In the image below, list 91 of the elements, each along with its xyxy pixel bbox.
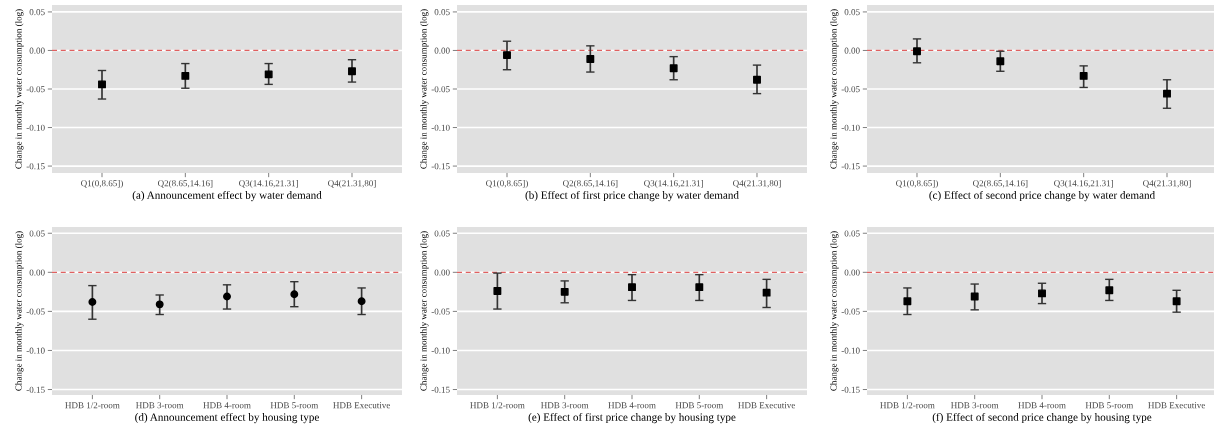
x-tick-label: HDB Executive (1148, 402, 1206, 409)
point (669, 64, 678, 73)
x-tick-label: Q1(0,8.65]) (896, 179, 938, 189)
x-tick-label: Q2(8.65,14.16] (563, 179, 618, 189)
x-tick-label: Q4(21.31,80] (733, 179, 781, 189)
x-tick-label: HDB 3-room (951, 402, 999, 409)
x-axis-title: (e) Effect of first price change by housing type (528, 412, 736, 424)
x-tick-label: HDB 1/2-room (470, 402, 525, 409)
point (753, 75, 761, 84)
x-tick-label: HDB 4-room (1018, 402, 1066, 409)
x-axis-title: (d) Announcement effect by housing type (135, 412, 319, 424)
y-tick-label: 0.00 (434, 47, 450, 54)
x-tick-label: HDB 5-room (675, 402, 724, 409)
point (223, 292, 231, 301)
y-tick-label: -0.05 (841, 308, 860, 315)
x-tick-label: Q4(21.31,80] (328, 179, 376, 189)
y-axis-title: Change in monthly water consumption (log) (830, 9, 839, 169)
y-tick-label: -0.05 (26, 86, 45, 93)
x-tick-label: Q1(0,8.65]) (81, 179, 123, 189)
x-tick-label: HDB Executive (333, 402, 391, 409)
y-tick-label: 0.05 (434, 230, 450, 237)
x-tick-label: HDB 3-room (136, 402, 184, 409)
point (155, 300, 164, 309)
y-tick-label: -0.10 (841, 124, 860, 131)
point (1172, 297, 1181, 306)
x-tick-label: Q1(0,8.65]) (486, 179, 528, 189)
y-tick-label: 0.00 (29, 269, 45, 276)
point (1105, 286, 1114, 295)
y-tick-label: 0.00 (434, 269, 450, 276)
y-tick-label: 0.00 (844, 269, 860, 276)
y-tick-label: -0.05 (26, 308, 45, 315)
y-tick-label: -0.15 (26, 386, 45, 393)
y-tick-label: -0.15 (841, 386, 860, 393)
x-tick-label: HDB Executive (738, 402, 796, 409)
x-tick-label: HDB 1/2-room (65, 402, 120, 409)
x-axis-title: (a) Announcement effect by water demand (132, 190, 322, 202)
x-axis-title: (b) Effect of first price change by water demand (525, 190, 739, 202)
y-tick-label: -0.10 (841, 347, 860, 354)
y-tick-label: -0.15 (431, 163, 450, 170)
y-tick-label: -0.05 (431, 86, 450, 93)
y-axis-title: Change in monthly water consumption (log) (420, 9, 429, 169)
point (264, 70, 273, 79)
point (1038, 289, 1046, 298)
point (348, 67, 356, 76)
point (357, 297, 366, 306)
x-tick-label: Q3(14.16,21.31] (1054, 179, 1113, 189)
point (903, 297, 912, 306)
y-tick-label: -0.05 (431, 308, 450, 315)
point (913, 47, 921, 56)
y-tick-label: -0.10 (431, 347, 450, 354)
x-tick-label: Q3(14.16,21.31] (644, 179, 703, 189)
point (290, 290, 299, 299)
y-tick-label: 0.00 (844, 47, 860, 54)
y-axis-title: Change in monthly water consumption (log) (15, 9, 24, 169)
point (503, 51, 511, 60)
y-axis-title: Change in monthly water consumption (log) (420, 231, 429, 391)
point (1163, 89, 1171, 98)
x-tick-label: HDB 4-room (608, 402, 656, 409)
y-tick-label: -0.10 (26, 124, 45, 131)
point (88, 298, 97, 306)
x-tick-label: Q4(21.31,80] (1143, 179, 1191, 189)
y-axis-title: Change in monthly water consumption (log) (15, 231, 24, 391)
point (98, 80, 106, 89)
y-tick-label: -0.10 (26, 347, 45, 354)
y-tick-label: 0.05 (434, 9, 450, 16)
x-tick-label: HDB 5-room (270, 402, 319, 409)
point (1079, 71, 1088, 80)
x-axis-title: (f) Effect of second price change by housing type (932, 412, 1152, 424)
y-axis-title: Change in monthly water consumption (log) (830, 231, 839, 391)
x-tick-label: HDB 4-room (203, 402, 251, 409)
y-tick-label: 0.00 (29, 47, 45, 54)
x-tick-label: Q2(8.65,14.16] (158, 179, 213, 189)
point (586, 54, 595, 63)
y-tick-label: 0.05 (29, 9, 45, 16)
x-tick-label: HDB 3-room (541, 402, 589, 409)
x-tick-label: Q3(14.16,21.31] (239, 179, 298, 189)
y-tick-label: 0.05 (844, 230, 860, 237)
x-tick-label: HDB 5-room (1085, 402, 1134, 409)
x-tick-label: HDB 1/2-room (880, 402, 935, 409)
point (996, 57, 1005, 66)
y-tick-label: -0.15 (26, 163, 45, 170)
y-tick-label: -0.10 (431, 124, 450, 131)
y-tick-label: 0.05 (844, 9, 860, 16)
y-tick-label: -0.05 (841, 86, 860, 93)
x-tick-label: Q2(8.65,14.16] (973, 179, 1028, 189)
y-tick-label: 0.05 (29, 230, 45, 237)
point (970, 292, 979, 301)
point (181, 71, 190, 80)
y-tick-label: -0.15 (431, 386, 450, 393)
y-tick-label: -0.15 (841, 163, 860, 170)
x-axis-title: (c) Effect of second price change by water demand (929, 190, 1155, 202)
